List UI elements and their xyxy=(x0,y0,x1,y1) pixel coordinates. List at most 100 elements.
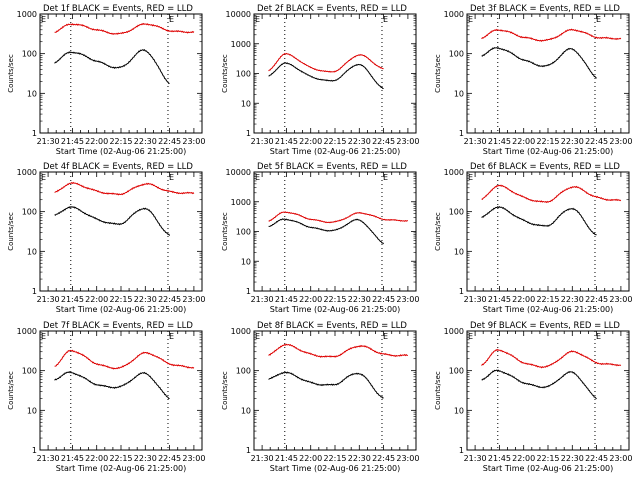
x-tick-label: 21:45 xyxy=(61,295,84,304)
plot-title: Det 1f BLACK = Events, RED = LLD xyxy=(43,4,193,14)
x-tick-label: 21:45 xyxy=(488,454,511,463)
x-axis-label: Start Time (02-Aug-06 21:25:00) xyxy=(56,147,187,156)
y-tick-label: 1 xyxy=(32,129,37,138)
y-tick-label: 1 xyxy=(459,446,464,455)
x-tick-label: 22:00 xyxy=(299,137,322,146)
x-tick-label: 23:00 xyxy=(609,137,632,146)
lld-rate-series xyxy=(54,22,195,35)
x-tick-label: 22:45 xyxy=(372,295,395,304)
x-tick-label: 22:30 xyxy=(134,295,157,304)
y-tick-label: 100 xyxy=(236,228,251,237)
lld-rate-series xyxy=(268,211,408,224)
y-axis-label: Counts/sec xyxy=(7,371,15,410)
x-tick-label: 21:45 xyxy=(275,454,298,463)
x-tick-label: 22:30 xyxy=(561,137,584,146)
corner-marker-left: E xyxy=(468,15,473,24)
x-tick-label: 23:00 xyxy=(609,295,632,304)
plot-title: Det 8f BLACK = Events, RED = LLD xyxy=(257,321,407,331)
y-tick-label: 10 xyxy=(27,89,37,98)
x-tick-label: 22:45 xyxy=(372,137,395,146)
y-axis-label: Counts/sec xyxy=(7,212,15,251)
x-tick-label: 22:00 xyxy=(299,454,322,463)
x-tick-label: 22:30 xyxy=(561,295,584,304)
corner-marker-right: E xyxy=(169,173,174,182)
x-tick-label: 22:00 xyxy=(85,454,108,463)
corner-marker-left: E xyxy=(468,332,473,341)
x-tick-label: 22:30 xyxy=(348,454,371,463)
x-tick-label: 22:15 xyxy=(536,137,559,146)
x-tick-label: 22:45 xyxy=(158,454,181,463)
y-tick-label: 10000 xyxy=(226,168,251,177)
x-axis-label: Start Time (02-Aug-06 21:25:00) xyxy=(483,147,614,156)
x-axis-label: Start Time (02-Aug-06 21:25:00) xyxy=(483,305,614,314)
y-tick-label: 1 xyxy=(246,446,251,455)
lld-rate-series xyxy=(481,348,622,369)
x-tick-label: 23:00 xyxy=(396,454,419,463)
y-tick-label: 10 xyxy=(454,89,464,98)
x-tick-label: 21:45 xyxy=(488,295,511,304)
y-tick-label: 1 xyxy=(246,129,251,138)
x-tick-label: 22:45 xyxy=(585,295,608,304)
corner-marker-left: E xyxy=(255,173,260,182)
x-tick-label: 22:45 xyxy=(372,454,395,463)
x-tick-label: 22:15 xyxy=(323,454,346,463)
lld-rate-series xyxy=(268,343,409,358)
x-tick-label: 23:00 xyxy=(182,295,205,304)
lld-rate-series xyxy=(481,184,622,204)
x-tick-label: 22:00 xyxy=(512,295,535,304)
y-tick-label: 100 xyxy=(449,50,464,59)
y-tick-label: 1000 xyxy=(444,327,464,336)
x-tick-label: 21:45 xyxy=(61,454,84,463)
corner-marker-right: E xyxy=(383,15,388,24)
y-axis-label: Counts/sec xyxy=(434,212,442,251)
x-tick-label: 21:45 xyxy=(275,295,298,304)
corner-marker-right: E xyxy=(596,173,601,182)
plot-frame xyxy=(253,171,417,292)
x-tick-label: 21:45 xyxy=(61,137,84,146)
event-rate-series xyxy=(268,62,384,89)
lld-rate-series xyxy=(54,181,195,196)
x-tick-label: 22:00 xyxy=(85,295,108,304)
y-tick-label: 10 xyxy=(27,406,37,415)
x-tick-label: 21:45 xyxy=(488,137,511,146)
y-tick-label: 100 xyxy=(449,208,464,217)
y-tick-label: 1000 xyxy=(17,168,37,177)
lld-rate-series xyxy=(481,28,622,42)
y-tick-label: 10 xyxy=(241,406,251,415)
corner-marker-right: E xyxy=(596,15,601,24)
x-tick-label: 23:00 xyxy=(396,137,419,146)
x-tick-label: 22:00 xyxy=(512,454,535,463)
x-axis-label: Start Time (02-Aug-06 21:25:00) xyxy=(56,464,187,473)
y-tick-label: 1 xyxy=(32,287,37,296)
y-tick-label: 1 xyxy=(246,287,251,296)
x-tick-label: 22:45 xyxy=(158,295,181,304)
corner-marker-left: E xyxy=(255,15,260,24)
x-tick-label: 22:15 xyxy=(536,454,559,463)
corner-marker-left: E xyxy=(41,332,46,341)
x-tick-label: 22:30 xyxy=(348,295,371,304)
x-tick-label: 23:00 xyxy=(182,454,205,463)
x-tick-label: 21:45 xyxy=(275,137,298,146)
x-axis-label: Start Time (02-Aug-06 21:25:00) xyxy=(270,305,401,314)
x-tick-label: 21:30 xyxy=(37,454,60,463)
y-tick-label: 100 xyxy=(22,367,37,376)
plot-title: Det 2f BLACK = Events, RED = LLD xyxy=(257,4,407,14)
y-axis-label: Counts/sec xyxy=(221,54,229,93)
x-tick-label: 22:30 xyxy=(348,137,371,146)
y-axis-label: Counts/sec xyxy=(221,212,229,251)
y-tick-label: 1 xyxy=(32,446,37,455)
corner-marker-left: E xyxy=(468,173,473,182)
plot-title: Det 5f BLACK = Events, RED = LLD xyxy=(257,162,407,172)
y-tick-label: 10 xyxy=(454,406,464,415)
x-tick-label: 22:15 xyxy=(109,137,132,146)
event-rate-series xyxy=(54,205,171,236)
x-axis-label: Start Time (02-Aug-06 21:25:00) xyxy=(483,464,614,473)
